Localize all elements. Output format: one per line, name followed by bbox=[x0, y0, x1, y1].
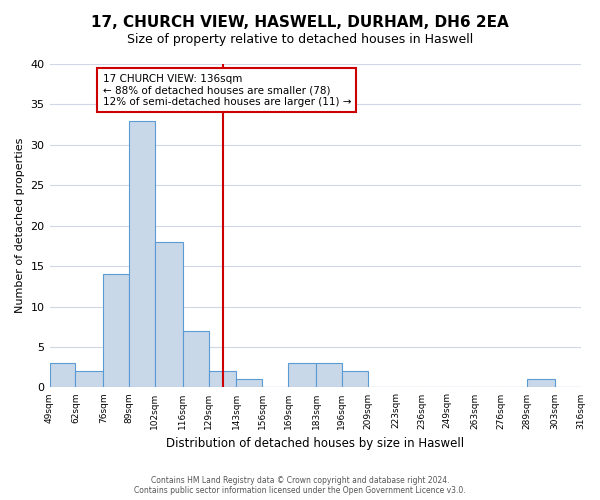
Bar bbox=[183, 331, 209, 388]
Bar bbox=[155, 242, 183, 388]
Bar bbox=[103, 274, 129, 388]
Text: 17, CHURCH VIEW, HASWELL, DURHAM, DH6 2EA: 17, CHURCH VIEW, HASWELL, DURHAM, DH6 2E… bbox=[91, 15, 509, 30]
Text: Size of property relative to detached houses in Haswell: Size of property relative to detached ho… bbox=[127, 32, 473, 46]
Bar bbox=[209, 372, 236, 388]
Text: Contains HM Land Registry data © Crown copyright and database right 2024.
Contai: Contains HM Land Registry data © Crown c… bbox=[134, 476, 466, 495]
Bar bbox=[76, 372, 103, 388]
Y-axis label: Number of detached properties: Number of detached properties bbox=[15, 138, 25, 314]
Bar bbox=[236, 380, 262, 388]
Bar bbox=[527, 380, 554, 388]
X-axis label: Distribution of detached houses by size in Haswell: Distribution of detached houses by size … bbox=[166, 437, 464, 450]
Bar bbox=[288, 363, 316, 388]
Bar bbox=[342, 372, 368, 388]
Bar bbox=[316, 363, 342, 388]
Text: 17 CHURCH VIEW: 136sqm
← 88% of detached houses are smaller (78)
12% of semi-det: 17 CHURCH VIEW: 136sqm ← 88% of detached… bbox=[103, 74, 351, 107]
Bar bbox=[129, 120, 155, 388]
Bar bbox=[50, 363, 76, 388]
